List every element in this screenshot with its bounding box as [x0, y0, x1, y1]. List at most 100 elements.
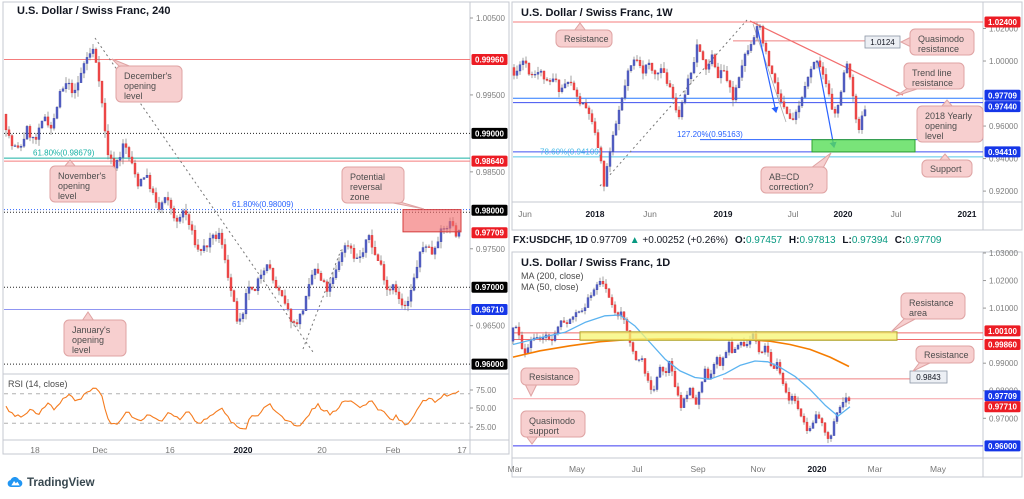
close-value: 0.97709 — [905, 235, 942, 246]
chart-240-title: U.S. Dollar / Swiss Franc, 240 — [17, 5, 171, 17]
price-badge-text: 1.02400 — [988, 18, 1017, 27]
price-tick-label: 1.02000 — [989, 277, 1018, 286]
open-label: O: — [734, 235, 746, 246]
callout-text: level — [58, 191, 77, 201]
callout-text: area — [909, 308, 927, 318]
callout-text: zone — [350, 192, 370, 202]
last-price: 0.97709 — [590, 235, 627, 246]
price-badge-text: 0.97710 — [988, 403, 1017, 412]
close-label: C: — [894, 235, 906, 246]
price-badge-0.99860 — [984, 339, 1021, 351]
price-label-text: 1.0124 — [870, 38, 895, 47]
price-badge-text: 0.96710 — [475, 306, 504, 315]
price-tick-label: 0.97500 — [476, 245, 505, 254]
price-badge-0.97710 — [984, 401, 1021, 413]
time-axis-label: 2020 — [808, 464, 827, 474]
price-tick-label: 0.96000 — [989, 122, 1018, 131]
callout-text: opening — [925, 121, 957, 131]
callout-text: AB=CD — [769, 172, 800, 182]
callout-support-weekly[interactable]: Support — [921, 153, 973, 178]
callout-text: resistance — [912, 78, 953, 88]
price-tick-label: 0.92000 — [989, 187, 1018, 196]
price-badge-text: 0.99960 — [475, 56, 504, 65]
zone-box — [579, 331, 898, 341]
time-axis-label: Jun — [518, 209, 532, 219]
fib-label: 78.60%(0.94109) — [540, 147, 602, 156]
price-badge-text: 0.97000 — [475, 283, 504, 292]
time-axis-label: 2018 — [586, 209, 605, 219]
price-tick-label: 0.98500 — [476, 168, 505, 177]
low-label: L: — [842, 235, 852, 246]
fib-label: 127.20%(0.95163) — [677, 130, 743, 139]
callout-text: Resistance — [909, 298, 954, 308]
price-tick-label: 0.99500 — [476, 91, 505, 100]
callout-resistance-daily-right[interactable]: Resistance — [912, 345, 975, 372]
trend-arrow — [756, 25, 779, 114]
price-badge-text: 0.96000 — [475, 360, 504, 369]
price-badge-0.99000 — [471, 127, 508, 139]
symbol-name[interactable]: FX:USDCHF, 1D — [513, 235, 589, 246]
trend-line — [599, 19, 748, 187]
callout-text: Trend line — [912, 68, 952, 78]
callout-text: opening — [58, 181, 90, 191]
tradingview-logo[interactable]: TradingView — [7, 476, 95, 490]
price-tick-label: 0.99000 — [989, 359, 1018, 368]
price-badge-0.99960 — [471, 54, 508, 66]
callout-text: Resistance — [924, 350, 969, 360]
callout-text: Potential — [350, 172, 385, 182]
price-badge-1.02400 — [984, 16, 1021, 28]
price-badge-text: 0.98000 — [475, 206, 504, 215]
callout-text: opening — [124, 81, 156, 91]
price-badge-text: 0.97709 — [988, 392, 1017, 401]
chart-1w-title: U.S. Dollar / Swiss Franc, 1W — [521, 7, 673, 19]
callout-resistance-daily-left[interactable]: Resistance — [520, 367, 580, 398]
price-badge-0.94410 — [984, 146, 1021, 158]
callout-text: Resistance — [564, 34, 609, 44]
rsi-indicator-label[interactable]: RSI (14, close) — [8, 379, 68, 389]
time-axis-label: 2019 — [714, 209, 733, 219]
direction-up-icon: ▲ — [629, 235, 640, 246]
price-badge-text: 0.97709 — [475, 229, 504, 238]
price-badge-0.97709 — [471, 227, 508, 239]
time-axis-label: 16 — [165, 445, 175, 455]
price-badge-text: 0.98640 — [475, 157, 504, 166]
ma-50-line[interactable] — [512, 314, 851, 417]
time-axis-label: Jul — [891, 209, 902, 219]
tradingview-cloud-icon — [7, 476, 23, 490]
callout-text: January's — [72, 325, 111, 335]
callout-text: November's — [58, 171, 106, 181]
price-badge-1.00100 — [984, 325, 1021, 337]
price-badge-text: 0.97440 — [988, 103, 1017, 112]
callout-resistance-weekly[interactable]: Resistance — [555, 22, 613, 48]
callout-text: Quasimodo — [918, 34, 964, 44]
zone-box — [811, 139, 916, 153]
tradingview-logo-text: TradingView — [27, 477, 95, 489]
low-value: 0.97394 — [851, 235, 888, 246]
chart-usdchf-1w: 127.20%(0.95163) 78.60%(0.94109) 1.0124 1.0… — [511, 1, 1023, 231]
price-badge-0.96000 — [984, 440, 1021, 452]
price-change: +0.00252 (+0.26%) — [642, 235, 729, 246]
rsi-line[interactable] — [5, 387, 460, 430]
time-axis-label: Nov — [750, 464, 766, 474]
price-badge-0.97709 — [984, 89, 1021, 101]
price-label-text: 0.9843 — [916, 373, 941, 382]
time-axis-label: Jul — [788, 209, 799, 219]
price-badge-text: 1.00100 — [988, 327, 1017, 336]
candles-series — [512, 22, 867, 192]
ma-200-label[interactable]: MA (200, close) — [521, 271, 584, 281]
price-tick-label: 1.03000 — [989, 249, 1018, 258]
price-tick-label: 1.00500 — [476, 14, 505, 23]
rsi-tick-label: 75.00 — [476, 386, 497, 395]
ma-50-label[interactable]: MA (50, close) — [521, 282, 579, 292]
